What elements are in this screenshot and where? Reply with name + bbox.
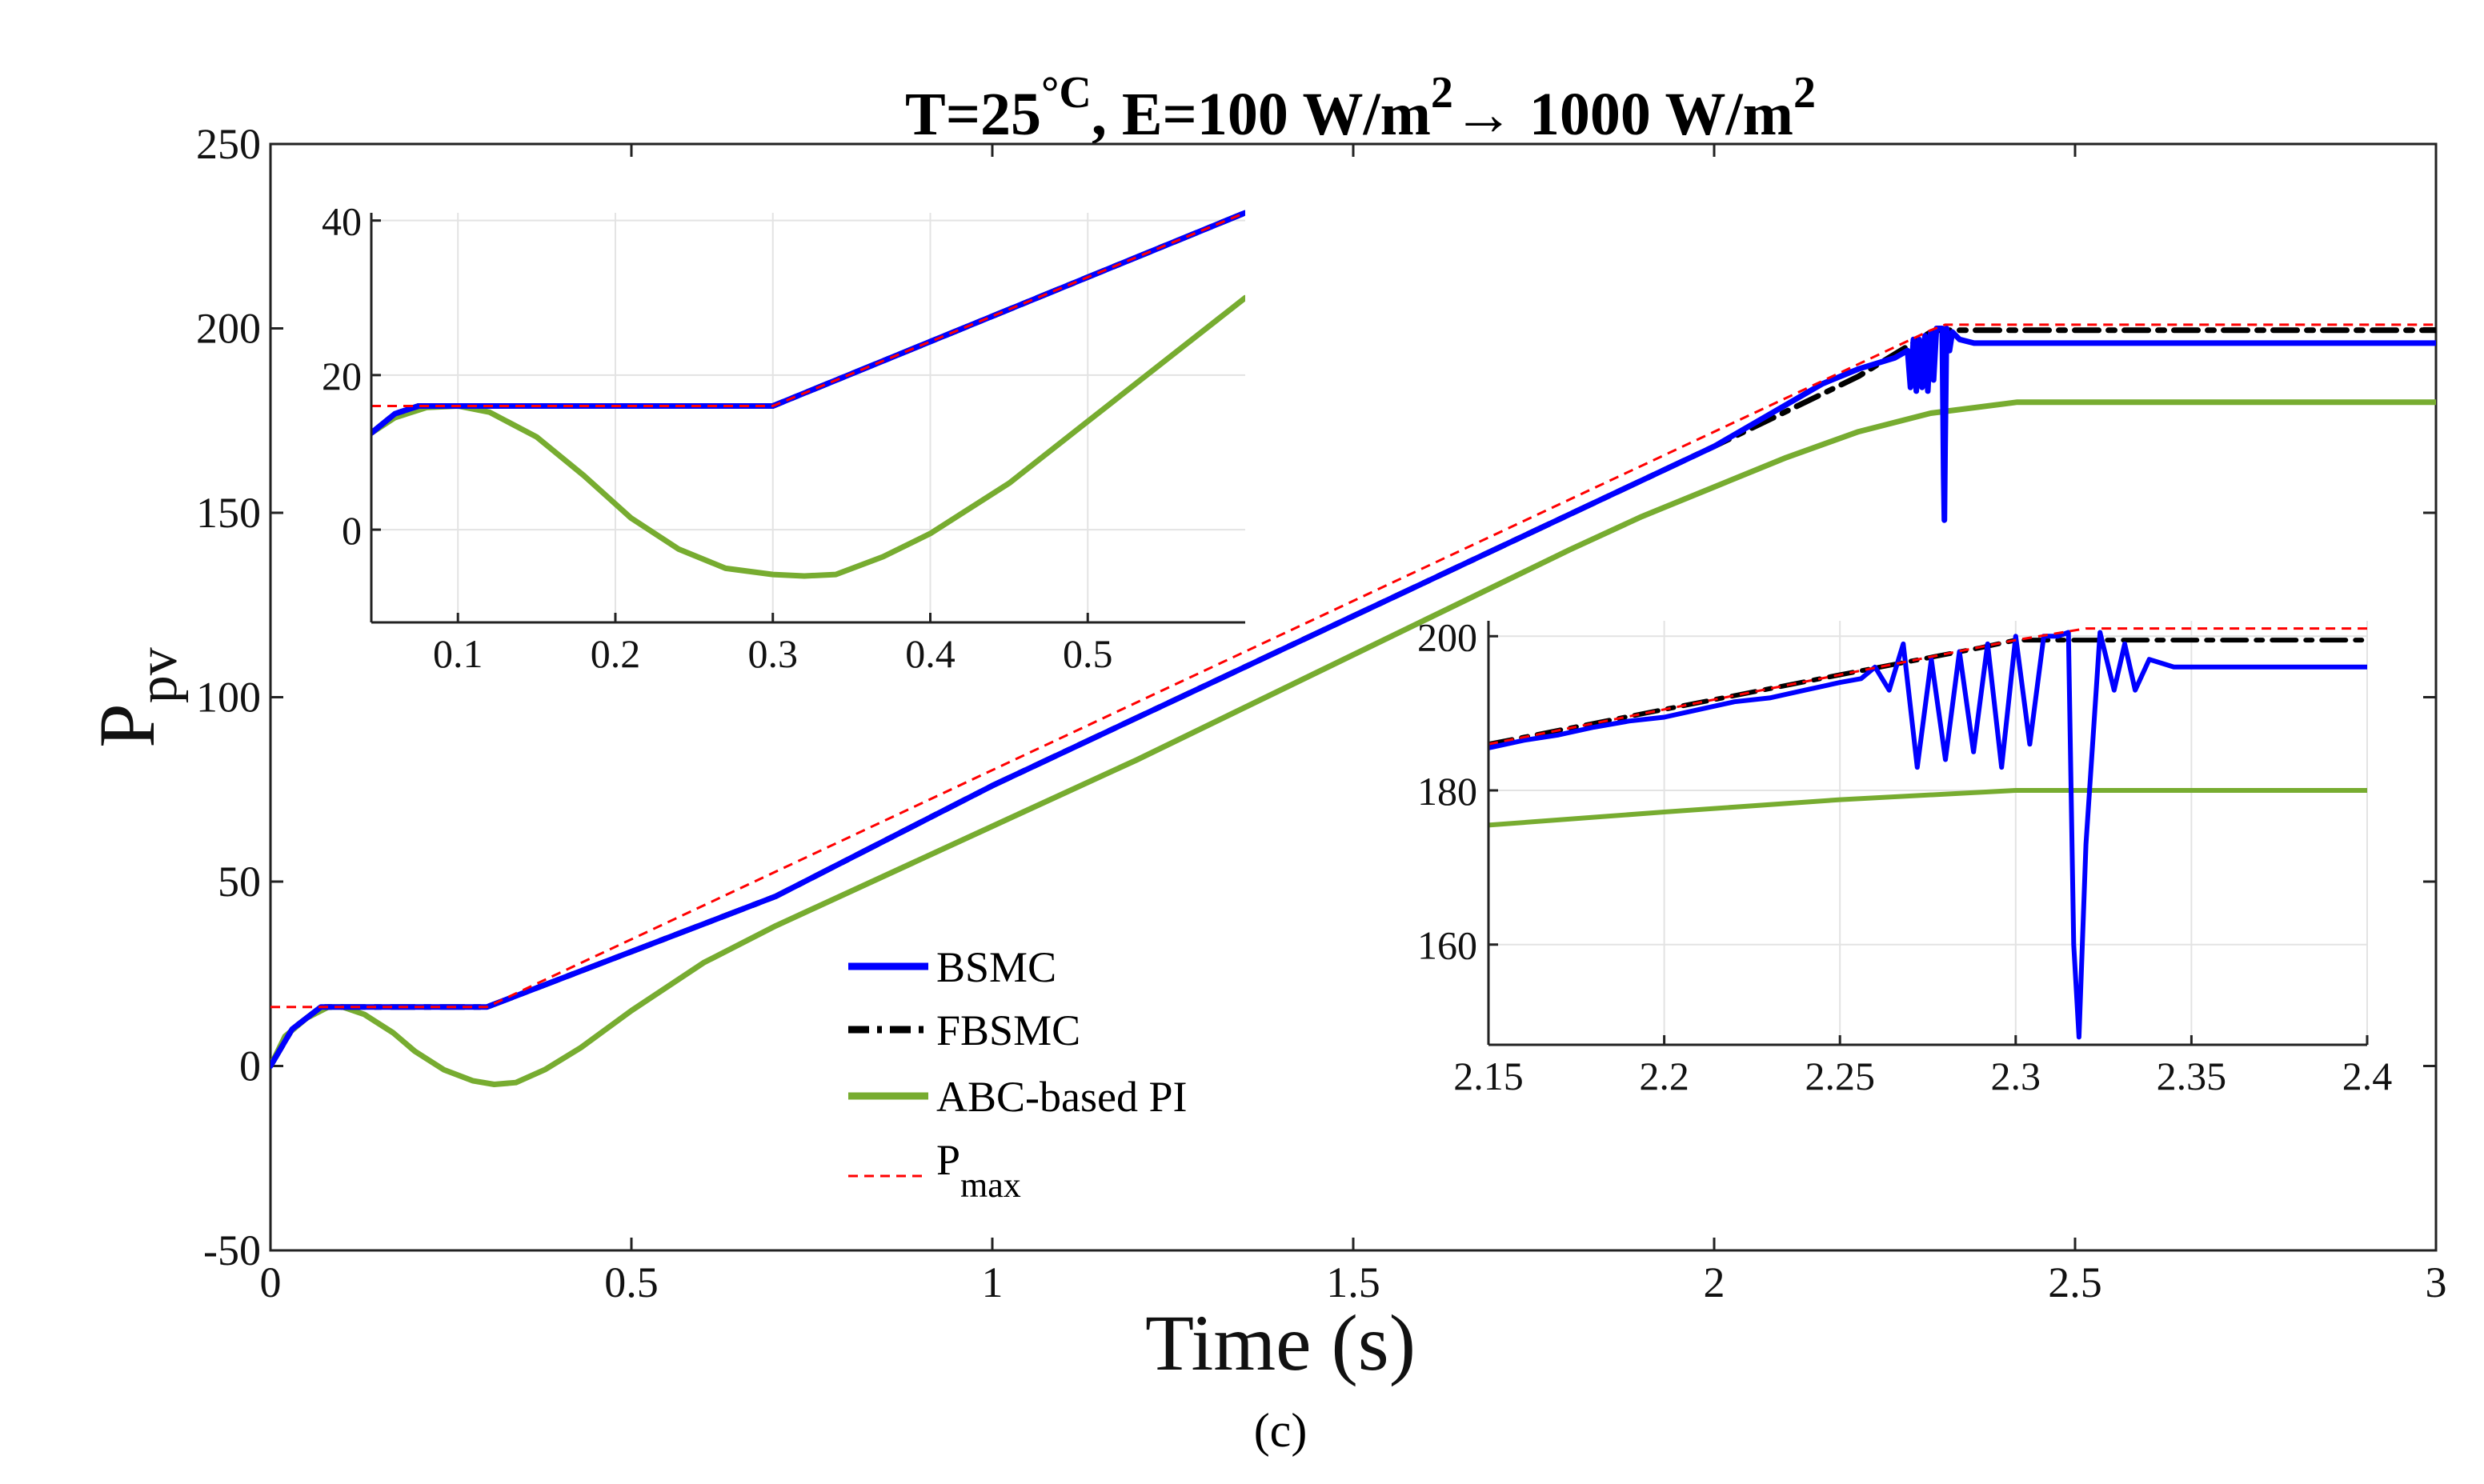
inset-left-xtick-label-4: 0.5 [1063, 631, 1113, 676]
main-ytick-label-1: 0 [239, 1042, 261, 1090]
legend-item-pmax: Pmax [848, 1136, 1021, 1205]
figure-caption: (c) [1254, 1404, 1308, 1457]
main-xtick-label-0: 0 [260, 1258, 282, 1306]
main-ytick-label-0: -50 [203, 1226, 261, 1274]
main-ytick-label-5: 200 [196, 305, 261, 353]
main-ticks [269, 142, 2438, 1252]
main-xtick-label-3: 1.5 [1326, 1258, 1380, 1306]
inset-right-ticks [1487, 634, 2369, 1045]
inset-left-xtick-label-2: 0.3 [747, 631, 798, 676]
inset-right-series-bsmc [1488, 630, 2367, 1040]
main-xtick-label-2: 1 [982, 1258, 1004, 1306]
inset-left-ytick-label-0: 0 [342, 508, 362, 553]
inset-right-xtick-label-3: 2.3 [1991, 1054, 2041, 1098]
legend-label-abc-pi: ABC-based PI [936, 1073, 1187, 1121]
legend: BSMC FBSMC ABC-based PI Pmax [848, 943, 1187, 1205]
inset-left-grid [371, 213, 1245, 622]
inset-right-series [1488, 627, 2367, 1040]
inset-right-ytick-label-1: 180 [1417, 769, 1477, 814]
main-ytick-label-3: 100 [196, 674, 261, 722]
legend-label-fbsmc: FBSMC [936, 1006, 1080, 1054]
inset-right-xtick-label-0: 2.15 [1453, 1054, 1524, 1098]
y-axis-label: Ppv [82, 647, 189, 748]
legend-item-fbsmc: FBSMC [848, 1006, 1080, 1054]
x-axis-label: Time (s) [1145, 1298, 1416, 1387]
inset-right-xtick-label-2: 2.25 [1805, 1054, 1875, 1098]
inset-left-axes: 0.1 0.2 0.3 0.4 0.5 0 20 40 [322, 199, 1245, 676]
inset-left-ytick-label-1: 20 [322, 354, 362, 398]
inset-left-xtick-label-1: 0.2 [591, 631, 641, 676]
legend-label-bsmc: BSMC [936, 943, 1056, 991]
inset-left-tick-labels: 0.1 0.2 0.3 0.4 0.5 0 20 40 [322, 199, 1112, 676]
main-ytick-label-6: 250 [196, 120, 261, 168]
inset-left-ytick-label-2: 40 [322, 199, 362, 244]
main-ytick-label-2: 50 [218, 858, 261, 906]
main-ytick-label-4: 150 [196, 489, 261, 537]
inset-left-ticks [371, 219, 1089, 622]
inset-right-series-abc-based-pi [1488, 788, 2367, 828]
main-xtick-label-1: 0.5 [604, 1258, 659, 1306]
inset-right-tick-labels: 2.15 2.2 2.25 2.3 2.35 2.4 160 180 200 [1417, 614, 2392, 1098]
legend-label-pmax: Pmax [936, 1136, 1021, 1205]
main-xtick-label-4: 2 [1704, 1258, 1725, 1306]
inset-right-xtick-label-5: 2.4 [2342, 1054, 2393, 1098]
main-series-bsmc [270, 326, 2436, 1069]
main-series [270, 323, 2436, 1087]
main-xtick-label-6: 3 [2426, 1258, 2447, 1306]
main-xtick-label-5: 2.5 [2048, 1258, 2102, 1306]
inset-right-background [1480, 618, 2369, 1045]
inset-right-ytick-label-2: 200 [1417, 614, 1477, 659]
inset-right-xtick-label-4: 2.35 [2157, 1054, 2227, 1098]
inset-right-axes: 2.15 2.2 2.25 2.3 2.35 2.4 160 180 200 [1417, 614, 2392, 1098]
inset-left-series-p-max [371, 211, 1245, 407]
inset-right-ytick-label-0: 160 [1417, 923, 1477, 968]
inset-left-series [371, 210, 1245, 579]
inset-left-xtick-label-3: 0.4 [905, 631, 956, 676]
legend-item-bsmc: BSMC [848, 943, 1056, 991]
inset-left-background [370, 213, 1245, 622]
main-series-abc-based-pi [270, 399, 2436, 1087]
inset-right-xtick-label-1: 2.2 [1639, 1054, 1689, 1098]
legend-item-abc-pi: ABC-based PI [848, 1073, 1187, 1121]
main-series-p-max [270, 323, 2436, 1009]
chart-title: T=25°C, E=100 W/m2→ 1000 W/m2 [905, 68, 1816, 148]
inset-left-xtick-label-0: 0.1 [433, 631, 483, 676]
